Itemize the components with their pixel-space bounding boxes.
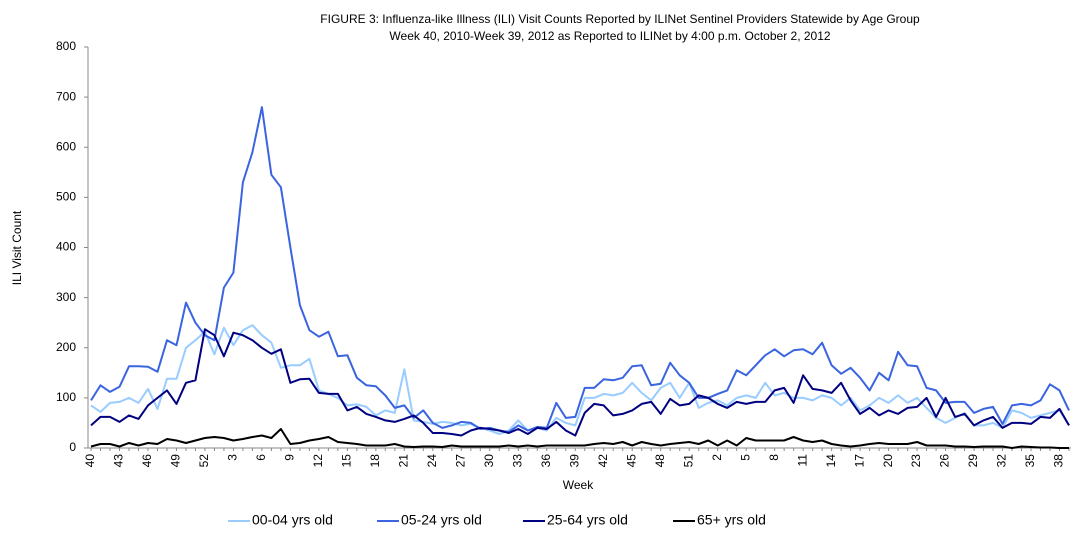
x-tick-label: 9 bbox=[283, 454, 297, 461]
x-tick-label: 17 bbox=[852, 454, 866, 468]
y-tick-label: 400 bbox=[56, 240, 76, 254]
series-line bbox=[90, 324, 1070, 435]
chart-title: FIGURE 3: Influenza-like Illness (ILI) V… bbox=[320, 12, 920, 26]
y-tick-label: 700 bbox=[56, 89, 76, 103]
x-tick-label: 3 bbox=[226, 454, 240, 461]
x-tick-label: 14 bbox=[824, 454, 838, 468]
x-tick-label: 21 bbox=[397, 454, 411, 468]
x-tick-label: 35 bbox=[1023, 454, 1037, 468]
x-tick-label: 46 bbox=[140, 454, 154, 468]
x-tick-label: 33 bbox=[510, 454, 524, 468]
x-tick-label: 49 bbox=[169, 454, 183, 468]
x-tick-label: 38 bbox=[1052, 454, 1066, 468]
series-line bbox=[90, 328, 1070, 437]
x-tick-label: 40 bbox=[83, 454, 97, 468]
y-tick-label: 100 bbox=[56, 390, 76, 404]
y-tick-label: 0 bbox=[69, 440, 76, 454]
x-tick-label: 51 bbox=[681, 454, 695, 468]
x-tick-label: 23 bbox=[909, 454, 923, 468]
series-line bbox=[90, 106, 1070, 433]
x-tick-label: 48 bbox=[653, 454, 667, 468]
y-tick-label: 200 bbox=[56, 340, 76, 354]
x-tick-label: 43 bbox=[112, 454, 126, 468]
legend-label: 65+ yrs old bbox=[697, 512, 766, 528]
x-tick-label: 24 bbox=[425, 454, 439, 468]
y-tick-label: 300 bbox=[56, 290, 76, 304]
x-tick-label: 52 bbox=[197, 454, 211, 468]
x-tick-label: 11 bbox=[795, 454, 809, 467]
x-tick-label: 8 bbox=[767, 454, 781, 461]
legend-label: 25-64 yrs old bbox=[547, 512, 628, 528]
x-tick-label: 42 bbox=[596, 454, 610, 468]
x-tick-label: 45 bbox=[624, 454, 638, 468]
y-tick-label: 500 bbox=[56, 190, 76, 204]
legend-label: 00-04 yrs old bbox=[252, 512, 333, 528]
x-tick-label: 2 bbox=[710, 454, 724, 461]
x-tick-label: 12 bbox=[311, 454, 325, 468]
x-tick-label: 29 bbox=[966, 454, 980, 468]
y-tick-label: 800 bbox=[56, 39, 76, 53]
x-tick-label: 5 bbox=[738, 454, 752, 461]
x-tick-label: 18 bbox=[368, 454, 382, 468]
series-line bbox=[90, 428, 1069, 449]
x-tick-label: 15 bbox=[340, 454, 354, 468]
legend-label: 05-24 yrs old bbox=[401, 512, 482, 528]
chart-subtitle: Week 40, 2010-Week 39, 2012 as Reported … bbox=[389, 29, 830, 43]
x-tick-label: 26 bbox=[938, 454, 952, 468]
x-tick-label: 6 bbox=[254, 454, 268, 461]
y-axis-label: ILI Visit Count bbox=[10, 210, 24, 285]
x-tick-label: 32 bbox=[995, 454, 1009, 468]
x-tick-label: 30 bbox=[482, 454, 496, 468]
y-tick-label: 600 bbox=[56, 139, 76, 153]
x-tick-label: 39 bbox=[567, 454, 581, 468]
x-tick-label: 36 bbox=[539, 454, 553, 468]
x-tick-label: 27 bbox=[453, 454, 467, 468]
x-axis-label: Week bbox=[563, 478, 594, 492]
x-tick-label: 20 bbox=[881, 454, 895, 468]
